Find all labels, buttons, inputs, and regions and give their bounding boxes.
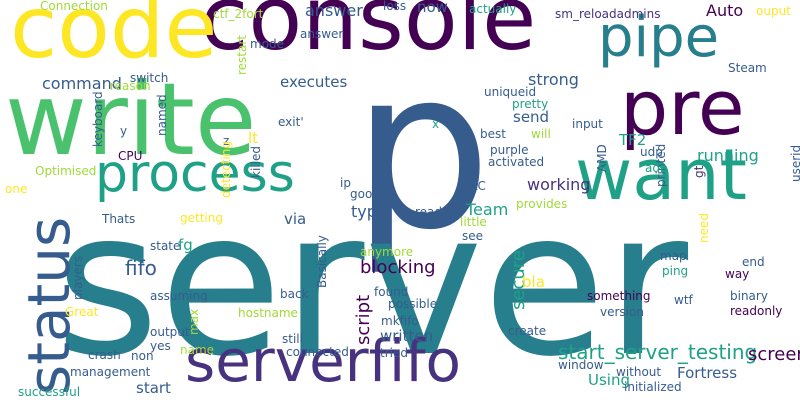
word-script: script (355, 295, 373, 345)
word-successful: successful (18, 386, 80, 398)
word-great: Great (65, 306, 98, 318)
word-y: y (120, 125, 127, 137)
word-userid: userid (790, 145, 800, 182)
word-blocking: blocking (360, 259, 436, 277)
word-little: little (460, 216, 487, 228)
word-version: version (600, 306, 644, 318)
word-provides: provides (516, 198, 567, 210)
word-detecting: detecting (220, 141, 232, 198)
word-connection: Connection (40, 0, 108, 12)
word-basically: Basically (316, 235, 328, 288)
word-cpu: CPU (118, 150, 142, 162)
word-written: written (380, 329, 433, 344)
word-back: back (280, 288, 309, 300)
word-running: running (697, 148, 759, 164)
word-restart: restart (236, 35, 248, 75)
word-possible: possible (388, 298, 437, 310)
word-connected: connected (286, 346, 349, 358)
word-way: way (725, 268, 749, 280)
word-create: create (508, 325, 546, 337)
word-udp: udp (640, 146, 663, 158)
word-map: map (660, 250, 687, 262)
word-will: will (531, 128, 551, 140)
word-bla: bla (522, 275, 545, 290)
word-window: window (558, 359, 604, 371)
word-hostname: hostname (238, 307, 298, 319)
word-reason: reason (110, 80, 151, 92)
word-start: start (136, 381, 171, 396)
word-need: need (698, 213, 710, 243)
word-working: working (527, 177, 590, 193)
word-still: still (282, 333, 303, 345)
word-mkfifo: mkfifo (381, 315, 419, 327)
word-gt: gt (693, 166, 705, 178)
word-without: without (616, 366, 661, 378)
word-output: output (150, 326, 190, 338)
word-best: best (480, 128, 506, 140)
word-answer: answer (305, 3, 363, 19)
word-mode: mode (250, 38, 284, 50)
word-assuming: assuming (150, 290, 208, 302)
word-killed: killed (250, 146, 262, 178)
word-ctf-2fort: ctf_2fort (213, 8, 263, 20)
word-one: one (5, 183, 27, 195)
word-name: name (180, 344, 214, 356)
word-getting: getting (180, 212, 223, 224)
word-adr: adr (645, 162, 665, 174)
word-fortress: Fortress (677, 366, 737, 381)
word-executes: executes (280, 75, 347, 90)
word-input: input (572, 118, 603, 130)
word-named: named (156, 94, 168, 136)
word-optimised: Optimised (35, 165, 96, 177)
word-pretty: pretty (512, 98, 548, 110)
word-auto: Auto (706, 3, 743, 19)
word-ouput: ouput (756, 5, 791, 17)
word-loss: loss (383, 0, 406, 12)
word-readonly: readonly (730, 305, 782, 317)
word-vac: VAC (462, 180, 486, 192)
word-tried: tried (380, 347, 408, 359)
word-amd: AMD (596, 144, 608, 172)
word-something: something (587, 290, 651, 302)
word-read: read (415, 206, 442, 218)
word-wtf: wtf (674, 294, 693, 306)
word-ping: ping (662, 265, 688, 277)
word-management: management (70, 366, 150, 378)
word-screen: screen (748, 346, 800, 364)
word-answer: answer (300, 28, 343, 40)
word-send: send (513, 110, 549, 125)
word-good: good (350, 188, 380, 200)
word-binary: binary (730, 290, 768, 302)
word-keyboard: keyboard (92, 91, 104, 147)
word-state: state (150, 240, 180, 252)
word-crash: crash (88, 349, 121, 361)
word-actually: actually (469, 3, 516, 15)
word-fifo: fifo (125, 258, 157, 278)
word-see: see (462, 230, 483, 242)
word-players: players (72, 256, 84, 300)
word-thats: Thats (102, 213, 135, 225)
word-initialized: initialized (624, 381, 682, 393)
word-lt: lt (248, 131, 258, 146)
word-via: via (284, 212, 306, 227)
word-exit: exit' (278, 116, 304, 128)
word-non: non (131, 350, 154, 362)
word-anymore: anymore (360, 246, 413, 258)
word-sm-reloadadmins: sm_reloadadmins (555, 8, 661, 20)
word-x: x (432, 118, 439, 130)
word-activated: activated (488, 156, 544, 168)
word-steam: Steam (728, 62, 767, 74)
word-type: type (351, 204, 387, 220)
word-now: now (417, 0, 448, 15)
